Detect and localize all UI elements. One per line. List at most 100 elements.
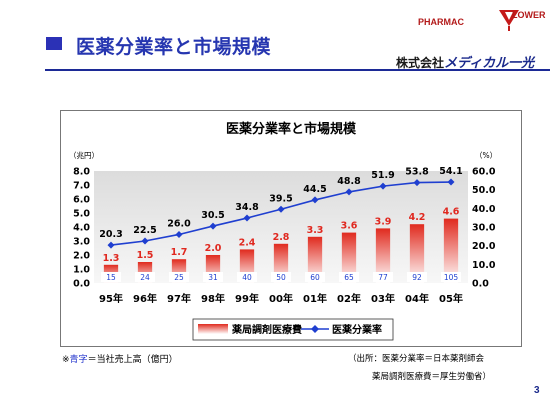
line-value-label: 48.8	[337, 176, 361, 187]
bar-value-label: 3.9	[375, 216, 392, 227]
line-value-label: 22.5	[133, 225, 156, 236]
inner-label-box	[169, 272, 189, 282]
inner-sales-label: 24	[140, 273, 150, 282]
bar-value-label: 3.6	[341, 221, 358, 232]
title-bullet-square	[46, 37, 62, 50]
y-left-tick-label: 2.0	[73, 251, 90, 262]
bar	[409, 224, 425, 283]
y-left-tick-label: 3.0	[73, 237, 90, 248]
inner-sales-label: 50	[276, 273, 286, 282]
logo-pharma-text: PHARMAC	[418, 17, 464, 27]
legend-box	[192, 318, 394, 341]
x-tick-label: 98年	[201, 292, 225, 305]
line-point-marker	[209, 222, 217, 230]
line-value-label: 30.5	[201, 210, 224, 221]
bar	[341, 232, 357, 283]
inner-label-box	[101, 272, 121, 282]
line-value-label: 44.5	[303, 184, 326, 195]
company-prefix: 株式会社	[396, 56, 445, 70]
line-value-label: 53.8	[405, 167, 429, 178]
line-point-marker	[277, 205, 285, 213]
inner-sales-label: 25	[174, 273, 184, 282]
bar-value-label: 3.3	[307, 225, 324, 236]
inner-label-box	[237, 272, 257, 282]
y-right-tick-label: 20.0	[472, 241, 496, 252]
inner-sales-label: 105	[444, 273, 459, 282]
inner-label-box	[135, 272, 155, 282]
x-tick-label: 01年	[303, 292, 327, 305]
inner-label-box	[339, 272, 359, 282]
bar-value-label: 4.6	[443, 207, 460, 218]
x-tick-label: 00年	[269, 292, 293, 305]
x-tick-label: 05年	[439, 292, 463, 305]
y-right-tick-label: 40.0	[472, 204, 496, 215]
y-left-tick-label: 4.0	[73, 223, 90, 234]
y-right-tick-label: 10.0	[472, 260, 496, 271]
bar-value-label: 2.0	[205, 243, 222, 254]
y-left-unit: （兆円）	[69, 150, 99, 160]
line-point-marker	[345, 188, 353, 196]
x-tick-label: 97年	[167, 292, 191, 305]
inner-sales-label: 31	[208, 273, 218, 282]
line-value-label: 20.3	[99, 229, 122, 240]
flower-logo-icon	[499, 10, 519, 31]
line-value-label: 54.1	[439, 166, 462, 177]
source-note-line2: 薬局調剤医療費＝厚生労働省）	[372, 372, 492, 382]
y-left-tick-label: 5.0	[73, 209, 90, 220]
inner-sales-label: 77	[378, 273, 388, 282]
inner-label-box	[203, 272, 223, 282]
inner-sales-label: 92	[412, 273, 422, 282]
legend-bar-label: 薬局調剤医療費	[231, 323, 302, 336]
logo-flower-text: LOWER	[512, 10, 546, 20]
footnote-mark: ※	[62, 355, 70, 365]
line-point-marker	[175, 230, 183, 238]
bar	[443, 218, 459, 283]
footnote-blue-text: 青字	[69, 355, 88, 365]
footnote-left: ※青字＝当社売上高（億円）	[62, 352, 178, 365]
bar	[307, 236, 323, 283]
line-point-marker	[413, 179, 421, 187]
bar-value-label: 2.4	[239, 237, 256, 248]
inner-sales-label: 65	[344, 273, 354, 282]
line-point-marker	[243, 214, 251, 222]
chart-frame: 医薬分業率と市場規模 （兆円） （%） 8.0 7.0 6.0 5.0 4.0 3.0 2.…	[60, 110, 522, 347]
inner-sales-label: 15	[106, 273, 116, 282]
page-title: 医薬分業率と市場規模	[76, 36, 272, 58]
inner-label-box	[271, 272, 291, 282]
line-value-label: 26.0	[167, 218, 191, 229]
legend-line-marker	[311, 325, 319, 333]
y-right-tick-label: 60.0	[472, 167, 496, 178]
inner-label-box	[305, 272, 325, 282]
x-tick-label: 99年	[235, 292, 259, 305]
bar-value-label: 4.2	[409, 212, 426, 223]
y-left-tick-label: 6.0	[73, 195, 90, 206]
header-rule	[45, 69, 550, 71]
y-left-tick-label: 1.0	[73, 265, 90, 276]
legend-line-label: 医薬分業率	[332, 323, 382, 336]
y-right-tick-label: 30.0	[472, 223, 496, 234]
inner-label-box	[441, 272, 461, 282]
line-value-label: 34.8	[235, 202, 259, 213]
x-tick-label: 03年	[371, 292, 395, 305]
inner-label-box	[407, 272, 427, 282]
bar-value-label: 1.3	[103, 253, 120, 264]
y-right-unit: （%）	[475, 151, 497, 160]
bar-value-label: 2.8	[273, 232, 290, 243]
y-left-tick-label: 0.0	[73, 279, 90, 290]
line-point-marker	[141, 237, 149, 245]
line-point-marker	[311, 196, 319, 204]
y-left-tick-label: 8.0	[73, 167, 90, 178]
line-value-label: 51.9	[371, 170, 394, 181]
x-tick-label: 02年	[337, 292, 361, 305]
x-tick-label: 04年	[405, 292, 429, 305]
bar-value-label: 1.7	[171, 247, 188, 258]
combo-chart: 医薬分業率と市場規模 （兆円） （%） 8.0 7.0 6.0 5.0 4.0 3.0 2.…	[69, 121, 497, 341]
line-point-marker	[107, 241, 115, 249]
y-right-tick-label: 50.0	[472, 185, 496, 196]
chart-title: 医薬分業率と市場規模	[226, 121, 357, 137]
footnote-suffix: ＝当社売上高（億円）	[87, 355, 178, 365]
bar	[375, 228, 391, 283]
x-tick-label: 95年	[99, 292, 123, 305]
inner-sales-label: 40	[242, 273, 252, 282]
company-name: 株式会社メディカル一光	[396, 52, 534, 71]
